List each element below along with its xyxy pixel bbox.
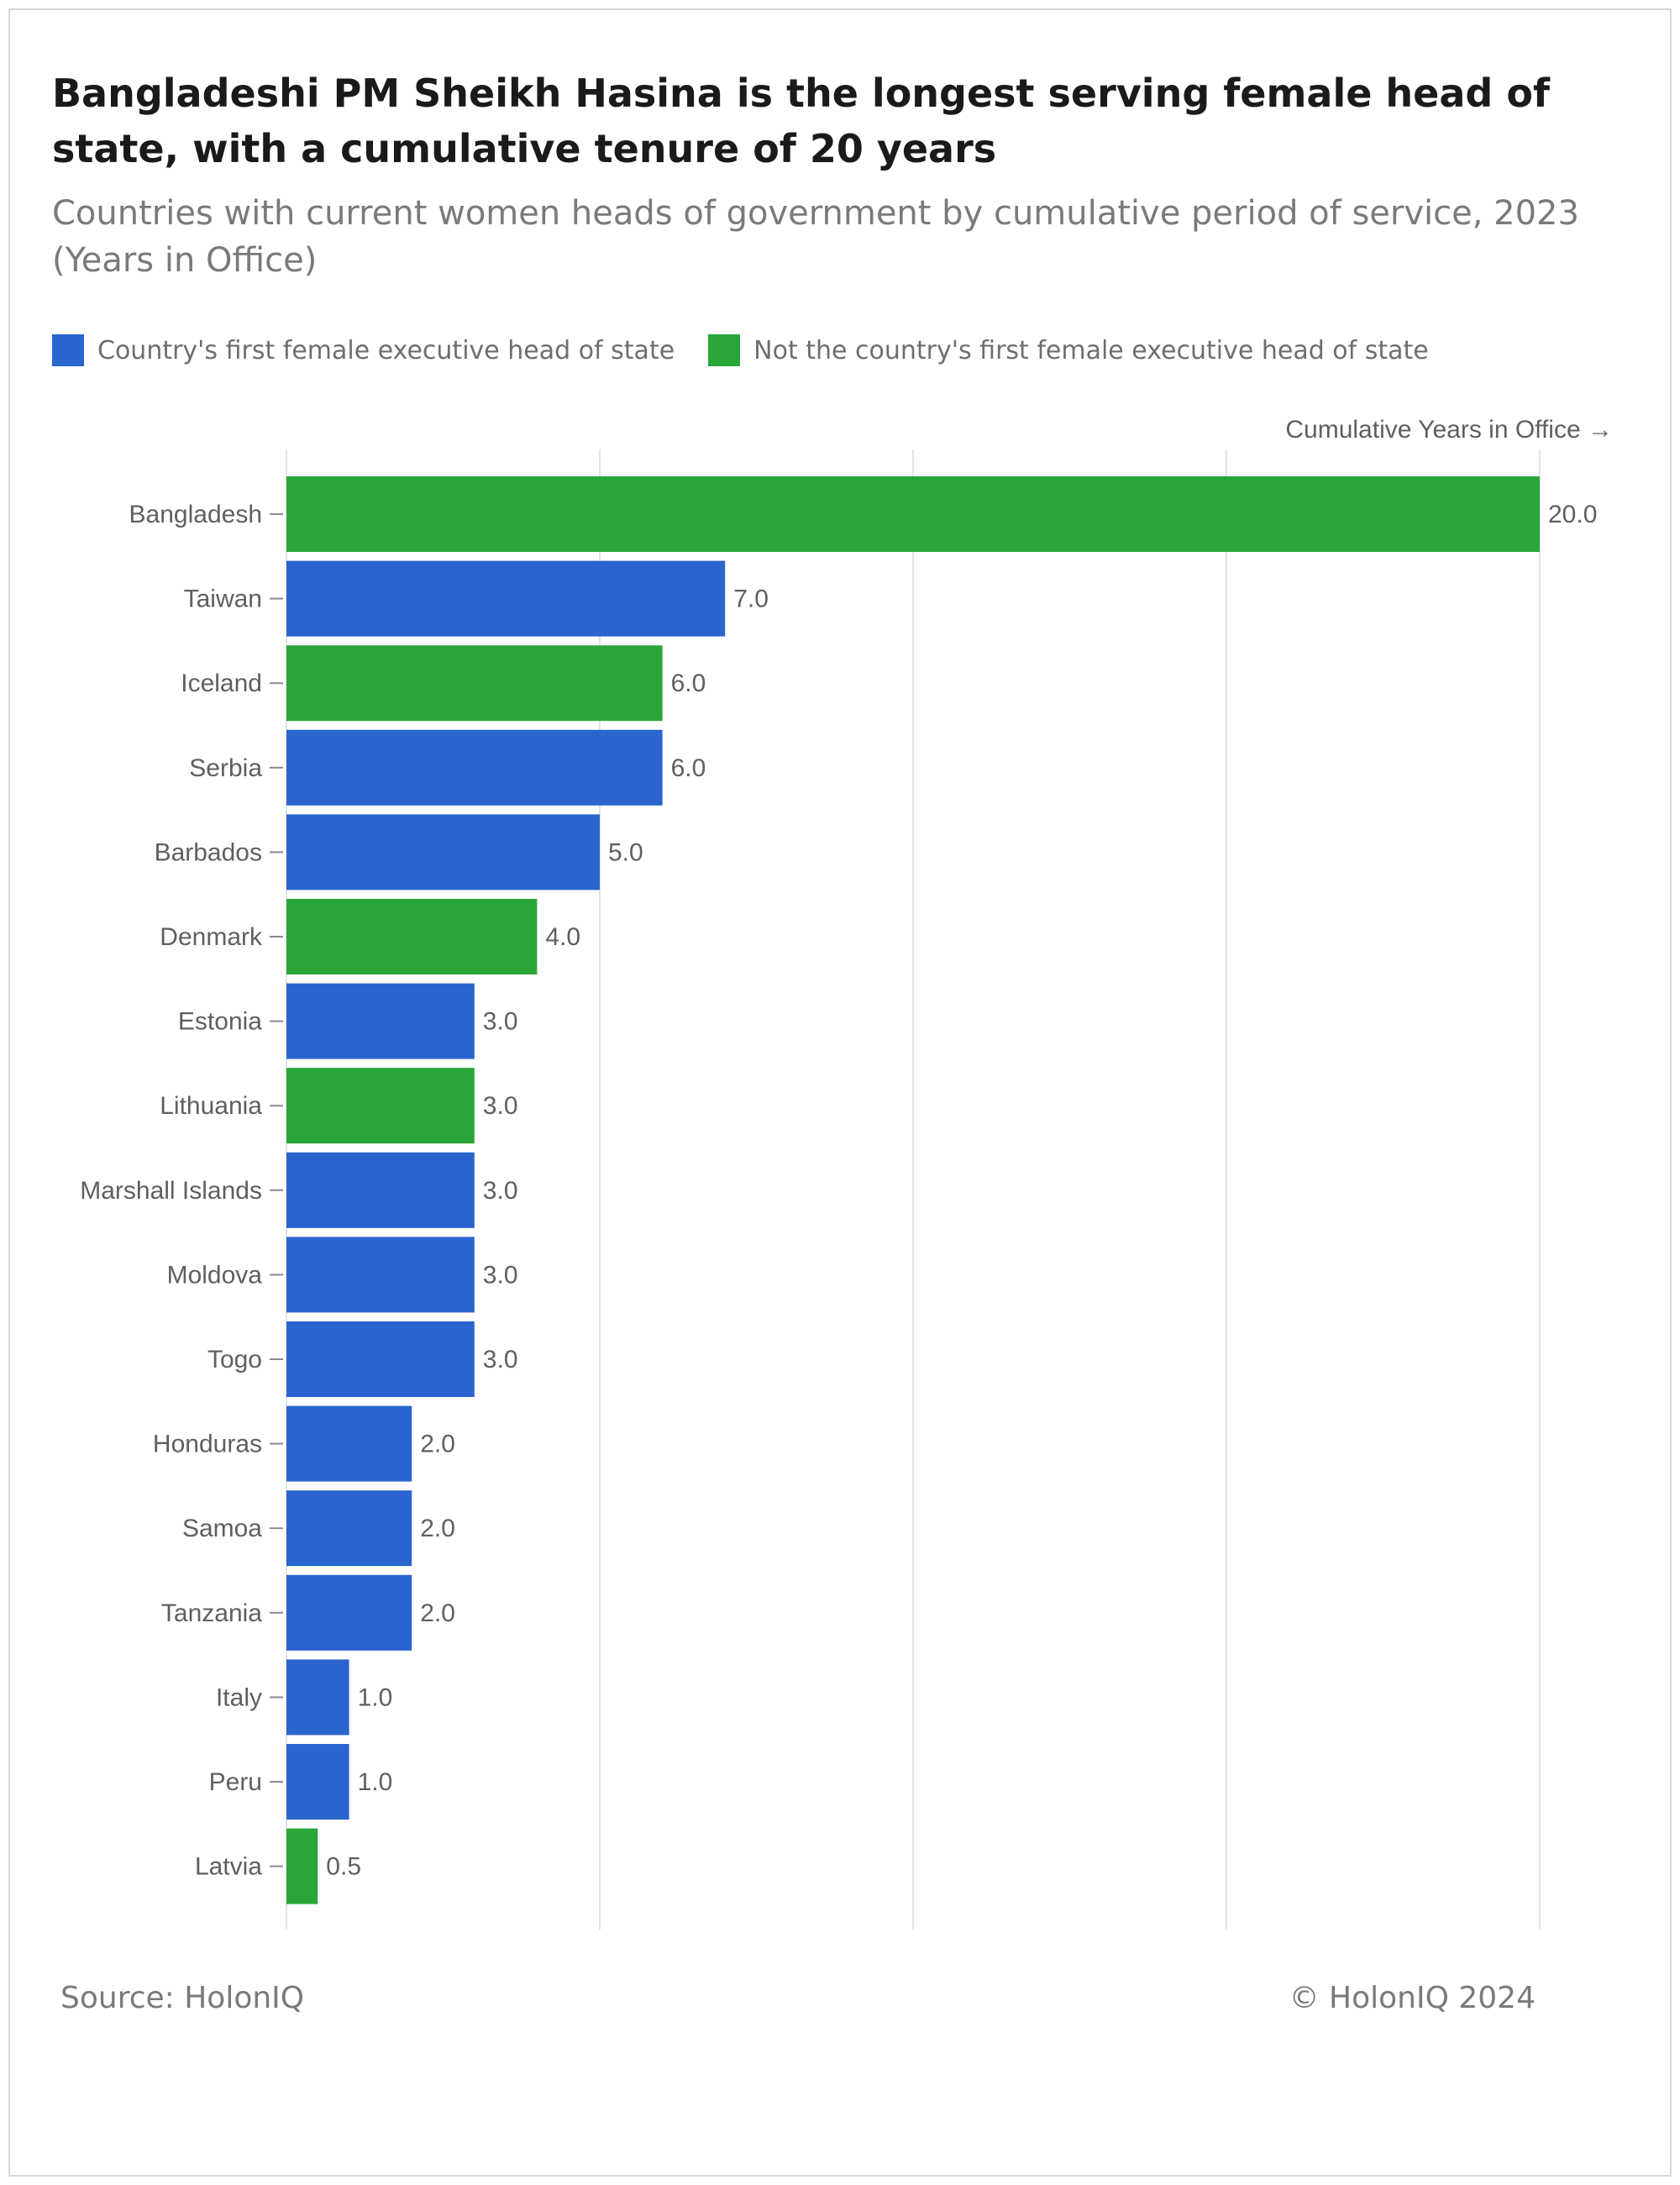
category-label: Moldova — [167, 1261, 263, 1289]
bar — [286, 1405, 412, 1482]
category-label: Peru — [209, 1768, 262, 1796]
value-label: 1.0 — [358, 1683, 393, 1711]
legend-swatch-not-first — [708, 334, 741, 366]
chart-subtitle: Countries with current women heads of go… — [52, 194, 1579, 280]
category-label: Marshall Islands — [80, 1177, 262, 1205]
bar — [286, 814, 600, 890]
bar — [286, 1068, 475, 1144]
bar — [286, 476, 1540, 552]
value-label: 3.0 — [483, 1346, 518, 1374]
legend-item-not-first: Not the country's first female executive… — [708, 334, 1429, 366]
value-label: 2.0 — [420, 1431, 455, 1458]
category-label: Serbia — [189, 754, 262, 782]
category-label: Samoa — [182, 1515, 262, 1542]
value-label: 3.0 — [483, 1177, 518, 1205]
value-label: 1.0 — [358, 1768, 393, 1796]
chart-title: Bangladeshi PM Sheikh Hasina is the long… — [52, 71, 1550, 171]
bar — [286, 645, 663, 722]
bar — [286, 560, 726, 637]
bar — [286, 729, 663, 806]
value-label: 6.0 — [671, 754, 706, 782]
bar — [286, 899, 538, 974]
bar — [286, 1659, 349, 1736]
bar — [286, 1574, 412, 1651]
source-note: Source: HolonIQ — [60, 1981, 305, 2015]
category-label: Togo — [207, 1346, 262, 1374]
value-label: 3.0 — [483, 1008, 518, 1036]
bar — [286, 1490, 412, 1567]
value-label: 5.0 — [608, 838, 643, 866]
value-label: 3.0 — [483, 1092, 518, 1120]
value-label: 2.0 — [420, 1515, 455, 1542]
legend-item-first: Country's first female executive head of… — [52, 334, 675, 366]
bar — [286, 1321, 475, 1397]
category-label: Tanzania — [161, 1599, 262, 1627]
copyright-note: © HolonIQ 2024 — [1289, 1981, 1536, 2015]
category-label: Estonia — [178, 1008, 262, 1036]
legend: Country's first female executive head of… — [52, 334, 1462, 367]
category-label: Latvia — [195, 1853, 262, 1881]
category-label: Denmark — [160, 923, 263, 951]
bar — [286, 1237, 475, 1313]
category-label: Barbados — [155, 838, 262, 866]
bar — [286, 1744, 349, 1820]
bar — [286, 1828, 318, 1904]
category-label: Iceland — [181, 670, 262, 697]
category-label: Italy — [216, 1683, 262, 1711]
value-label: 2.0 — [420, 1599, 455, 1627]
category-label: Lithuania — [160, 1092, 262, 1120]
value-label: 6.0 — [671, 670, 706, 697]
bar — [286, 983, 475, 1059]
category-label: Honduras — [153, 1431, 262, 1458]
value-label: 20.0 — [1548, 501, 1597, 528]
x-axis-title: Cumulative Years in Office → — [1285, 416, 1613, 444]
value-label: 7.0 — [733, 586, 769, 613]
value-label: 3.0 — [483, 1261, 518, 1289]
bar — [286, 1152, 475, 1228]
legend-swatch-first — [52, 334, 84, 366]
category-label: Bangladesh — [129, 501, 262, 528]
value-label: 4.0 — [545, 923, 580, 951]
value-label: 0.5 — [326, 1853, 361, 1881]
legend-label-first: Country's first female executive head of… — [97, 335, 675, 365]
category-label: Taiwan — [184, 586, 262, 613]
legend-label-not-first: Not the country's first female executive… — [753, 335, 1429, 365]
